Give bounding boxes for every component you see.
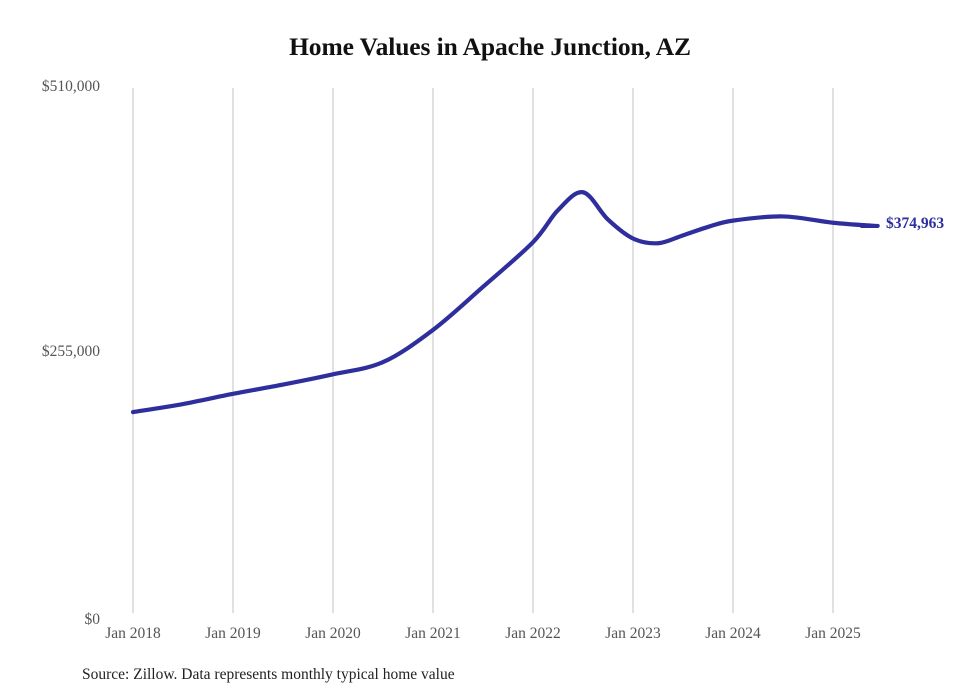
x-axis-tick-label-jan-2025: Jan 2025: [805, 625, 861, 642]
page-title: Home Values in Apache Junction, AZ: [289, 32, 691, 61]
y-axis-tick-label-510000: $510,000: [41, 78, 100, 95]
vertical-gridlines: [132, 88, 834, 613]
source-annotation: Source: Zillow. Data represents monthly …: [82, 666, 455, 683]
end-point-value-label: $374,963: [886, 214, 945, 232]
y-axis-tick-label-0: $0: [84, 611, 101, 628]
line-series-typical-home-value: [130, 190, 877, 415]
x-axis-tick-label-jan-2019: Jan 2019: [205, 625, 261, 642]
x-axis-tick-label-jan-2022: Jan 2022: [505, 625, 561, 642]
x-axis-tick-label-jan-2023: Jan 2023: [605, 625, 661, 642]
x-axis-tick-label-jan-2021: Jan 2021: [405, 625, 461, 642]
y-axis-tick-label-255000: $255,000: [41, 343, 100, 360]
x-axis-tick-label-jan-2024: Jan 2024: [705, 625, 761, 642]
x-axis-tick-label-jan-2020: Jan 2020: [305, 625, 361, 642]
x-axis-tick-label-jan-2018: Jan 2018: [105, 625, 161, 642]
